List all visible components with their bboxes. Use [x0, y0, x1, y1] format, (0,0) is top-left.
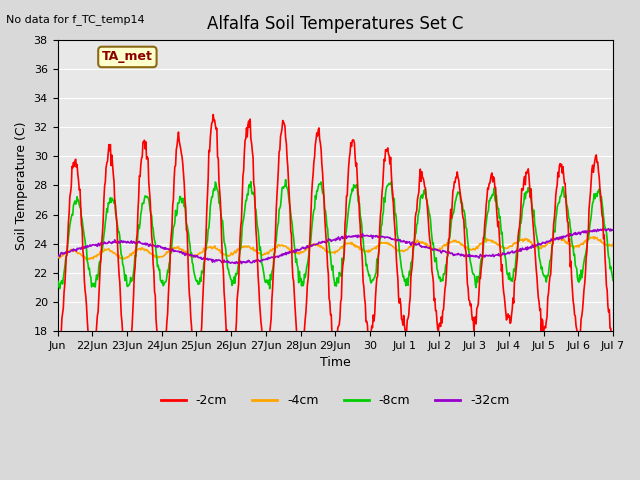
Text: TA_met: TA_met: [102, 50, 153, 63]
Legend: -2cm, -4cm, -8cm, -32cm: -2cm, -4cm, -8cm, -32cm: [156, 389, 515, 412]
X-axis label: Time: Time: [320, 356, 351, 369]
Y-axis label: Soil Temperature (C): Soil Temperature (C): [15, 121, 28, 250]
Title: Alfalfa Soil Temperatures Set C: Alfalfa Soil Temperatures Set C: [207, 15, 463, 33]
Text: No data for f_TC_temp14: No data for f_TC_temp14: [6, 14, 145, 25]
